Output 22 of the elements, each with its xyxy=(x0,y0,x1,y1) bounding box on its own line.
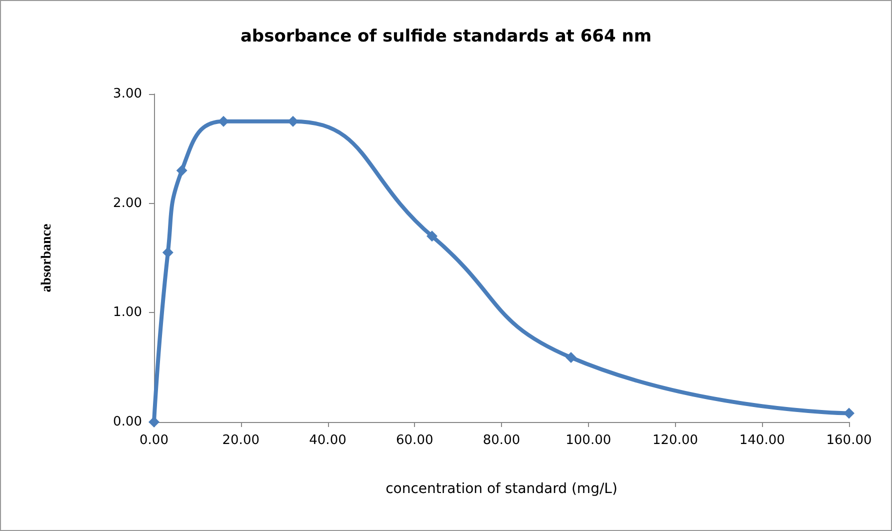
y-tick-label: 3.00 xyxy=(113,86,142,102)
x-tick-label: 160.00 xyxy=(826,433,872,448)
y-tick-label: 1.00 xyxy=(113,305,142,320)
point xyxy=(426,230,438,242)
point xyxy=(566,352,576,363)
point xyxy=(162,247,174,258)
y-tick-label: 0.00 xyxy=(113,414,142,430)
x-tick-label: 0.00 xyxy=(140,433,168,448)
x-tick-label: 60.00 xyxy=(396,433,434,448)
x-tick-label: 100.00 xyxy=(566,433,612,448)
x-tick-label: 20.00 xyxy=(222,433,260,448)
point xyxy=(844,408,854,419)
x-axis-title: concentration of standard (mg/L) xyxy=(386,481,618,497)
point xyxy=(176,165,188,176)
point xyxy=(148,416,160,428)
x-tick-label: 120.00 xyxy=(652,433,698,448)
x-tick-label: 40.00 xyxy=(309,433,346,448)
y-tick-label: 2.00 xyxy=(113,196,142,211)
chart-title: absorbance of sulfide standards at 664 nm xyxy=(240,26,652,46)
y-axis-title: absorbance xyxy=(40,224,54,292)
x-tick-label: 140.00 xyxy=(739,433,785,448)
x-tick-label: 80.00 xyxy=(482,433,520,448)
